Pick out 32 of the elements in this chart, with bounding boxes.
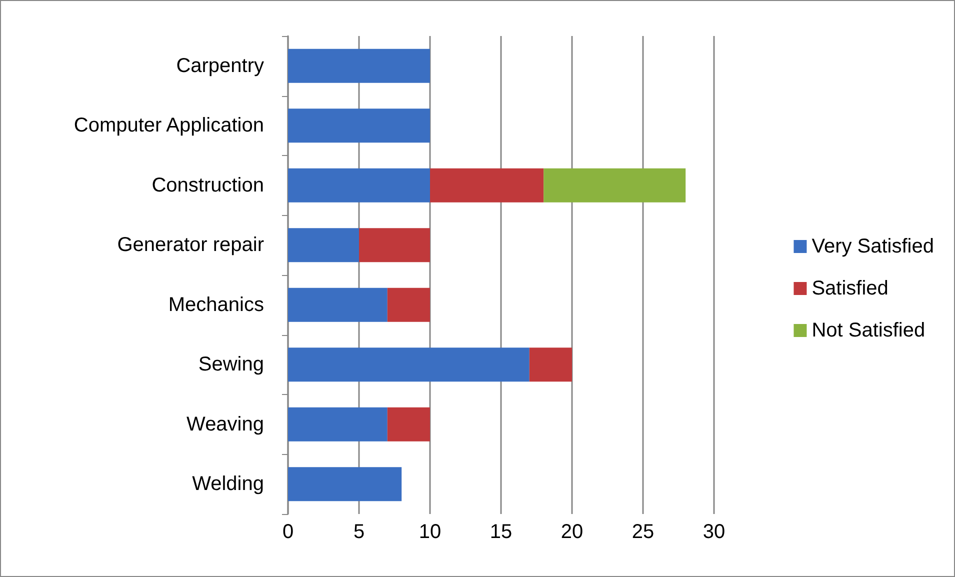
- bar: [288, 48, 430, 83]
- bar: [288, 348, 530, 382]
- y-tick-label: Sewing: [198, 354, 264, 376]
- bar: [288, 168, 430, 202]
- y-tick-label: Weaving: [186, 413, 264, 436]
- y-tick-label: Generator repair: [117, 234, 264, 256]
- bar: [288, 228, 359, 262]
- legend-label: Satisfied: [812, 278, 888, 300]
- x-tick-label: 20: [560, 521, 584, 543]
- y-tick-label: Computer Application: [74, 114, 264, 137]
- y-tick-label: Welding: [192, 473, 264, 496]
- bar: [359, 228, 430, 262]
- bar: [288, 288, 388, 322]
- x-tick-label: 25: [632, 521, 654, 543]
- x-tick-label: 10: [418, 521, 442, 543]
- y-tick-label: Carpentry: [176, 54, 264, 77]
- y-tick-label: Construction: [152, 174, 264, 196]
- legend-label: Not Satisfied: [812, 320, 926, 342]
- x-tick-label: 30: [702, 521, 726, 543]
- legend-label: Very Satisfied: [812, 236, 934, 258]
- bar: [430, 168, 544, 202]
- bar: [544, 168, 686, 202]
- bar: [529, 348, 572, 382]
- x-tick-label: 5: [353, 521, 365, 543]
- bar: [387, 407, 430, 442]
- y-tick-label: Mechanics: [168, 294, 264, 316]
- x-tick-label: 15: [490, 521, 512, 543]
- x-tick-label: 0: [282, 521, 294, 543]
- bar: [288, 407, 388, 442]
- bar: [288, 467, 402, 502]
- bar: [288, 108, 430, 143]
- bar: [387, 288, 430, 322]
